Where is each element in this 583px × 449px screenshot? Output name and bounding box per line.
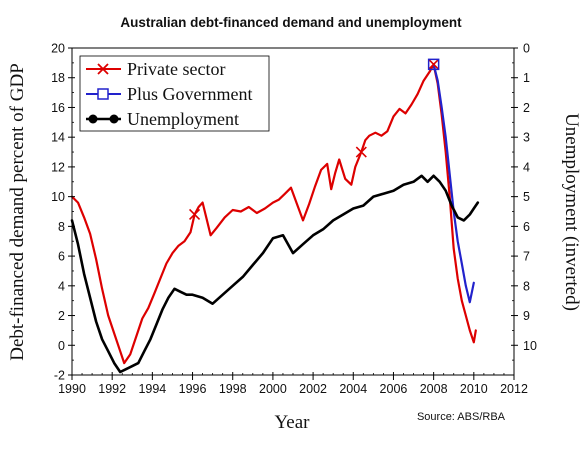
y2-tick-label: 0 <box>523 42 530 56</box>
y-tick-label: -2 <box>54 369 65 383</box>
y-tick-label: 8 <box>58 220 65 234</box>
plot-area <box>70 58 480 374</box>
y2-tick-label: 10 <box>523 339 537 353</box>
y2-tick-label: 6 <box>523 220 530 234</box>
x-tick-label: 1990 <box>58 382 86 396</box>
private-sector-marker <box>188 208 201 221</box>
x-tick-label: 2000 <box>259 382 287 396</box>
legend-label-unemployment: Unemployment <box>127 109 239 129</box>
legend-label-government: Plus Government <box>127 84 253 104</box>
source-note: Source: ABS/RBA <box>417 411 506 423</box>
chart-title: Australian debt-financed demand and unem… <box>120 15 462 30</box>
x-tick-label: 1994 <box>138 382 166 396</box>
y-tick-label: 0 <box>58 339 65 353</box>
legend-marker-unemployment-right <box>109 114 119 124</box>
y-tick-label: 18 <box>51 71 65 85</box>
y-tick-label: 20 <box>51 42 65 56</box>
x-axis-label: Year <box>274 412 310 433</box>
x-tick-label: 1996 <box>179 382 207 396</box>
y-tick-label: 6 <box>58 250 65 264</box>
legend: Private sector Plus Government Unemploym… <box>79 55 270 132</box>
legend-marker-government <box>97 88 109 100</box>
y2-tick-label: 5 <box>523 190 530 204</box>
y-tick-label: 2 <box>58 309 65 323</box>
y2-tick-label: 8 <box>523 279 530 293</box>
y-tick-label: 14 <box>51 131 65 145</box>
legend-marker-unemployment-left <box>88 114 98 124</box>
y-tick-label: 16 <box>51 101 65 115</box>
plus-government-marker <box>427 58 440 71</box>
y-tick-label: 12 <box>51 160 65 174</box>
y2-tick-label: 2 <box>523 101 530 115</box>
x-tick-label: 2004 <box>339 382 367 396</box>
private-sector-marker <box>428 58 440 70</box>
x-tick-label: 2008 <box>420 382 448 396</box>
y2-axis-label: Unemployment (inverted) <box>561 113 582 311</box>
y-tick-label: 4 <box>58 279 65 293</box>
x-tick-label: 2002 <box>299 382 327 396</box>
x-tick-label: 2012 <box>500 382 528 396</box>
private-sector-line <box>70 63 477 365</box>
y2-tick-label: 9 <box>523 309 530 323</box>
x-tick-label: 1998 <box>219 382 247 396</box>
x-tick-label: 1992 <box>98 382 126 396</box>
legend-marker-private <box>97 63 109 75</box>
x-tick-label: 2006 <box>380 382 408 396</box>
y2-tick-label: 4 <box>523 160 530 174</box>
legend-label-private: Private sector <box>127 59 225 79</box>
x-tick-label: 2010 <box>460 382 488 396</box>
unemployment-line <box>70 174 480 374</box>
y-tick-label: 10 <box>51 190 65 204</box>
y2-tick-label: 3 <box>523 131 530 145</box>
y-axis-label: Debt-financed demand percent of GDP <box>7 63 28 361</box>
y2-tick-label: 7 <box>523 250 530 264</box>
axis-ticks: 1990 1992 1994 1996 1998 2000 2002 2004 2006 2008… <box>51 42 537 397</box>
private-sector-marker <box>355 146 367 158</box>
y2-tick-label: 1 <box>523 71 530 85</box>
